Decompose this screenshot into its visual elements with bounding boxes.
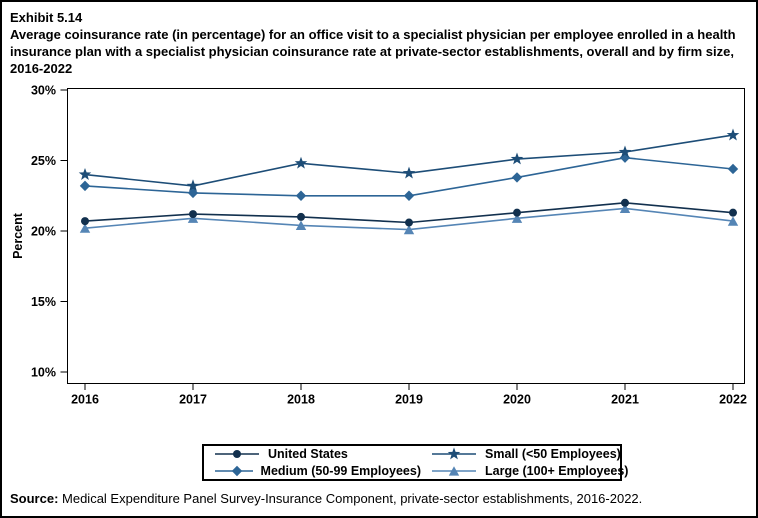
data-point-large-100-employees — [619, 203, 631, 214]
data-point-medium-50-99-employees — [727, 163, 739, 175]
data-point-large-100-employees — [295, 220, 307, 230]
source-text: Medical Expenditure Panel Survey-Insuran… — [58, 491, 643, 506]
circle-marker-icon — [215, 450, 259, 458]
data-point-small-50-employees — [186, 179, 200, 192]
legend-marker — [231, 465, 243, 477]
chart-title: Average coinsurance rate (in percentage)… — [10, 27, 736, 76]
x-tick-label: 2021 — [611, 393, 639, 407]
chart-title-block: Exhibit 5.14 Average coinsurance rate (i… — [10, 9, 750, 77]
y-tick-label: 30% — [31, 84, 56, 98]
data-point-small-50-employees — [510, 152, 524, 165]
exhibit-number: Exhibit 5.14 — [10, 10, 83, 25]
y-tick-label: 15% — [31, 295, 56, 309]
star-marker-icon — [432, 447, 476, 460]
data-point-small-50-employees — [78, 168, 92, 180]
data-point-medium-50-99-employees — [79, 180, 91, 192]
x-tick-label: 2016 — [71, 393, 99, 407]
legend-item-medium: Medium (50-99 Employees) — [204, 463, 421, 479]
data-point-small-50-employees — [294, 156, 308, 169]
x-tick-label: 2017 — [179, 393, 207, 407]
series-line-medium-50-99-employees — [84, 156, 734, 197]
data-point-medium-50-99-employees — [187, 187, 199, 199]
data-point-united-states — [513, 208, 521, 217]
x-tick-label: 2022 — [719, 393, 747, 407]
legend-marker — [233, 450, 241, 458]
data-point-united-states — [189, 210, 197, 219]
y-tick-label: 25% — [31, 154, 56, 168]
data-point-large-100-employees — [403, 224, 415, 235]
y-tick-label: 20% — [31, 225, 56, 239]
x-tick-label: 2020 — [503, 393, 531, 407]
data-point-united-states — [729, 208, 737, 217]
data-point-medium-50-99-employees — [403, 190, 415, 201]
legend-item-large: Large (100+ Employees) — [421, 463, 628, 479]
data-point-medium-50-99-employees — [511, 172, 523, 183]
legend-label: United States — [268, 447, 348, 461]
data-point-united-states — [297, 212, 305, 221]
legend-label: Large (100+ Employees) — [485, 464, 629, 478]
legend-marker — [448, 466, 460, 476]
data-point-small-50-employees — [726, 128, 740, 141]
diamond-marker-icon — [215, 465, 253, 477]
legend-label: Small (<50 Employees) — [485, 447, 621, 461]
y-tick-label: 10% — [31, 366, 56, 380]
plot-border — [67, 88, 745, 384]
data-point-large-100-employees — [511, 213, 523, 223]
legend-label: Medium (50-99 Employees) — [260, 464, 421, 478]
data-point-medium-50-99-employees — [295, 190, 307, 201]
data-point-united-states — [405, 218, 413, 227]
legend-marker — [447, 447, 461, 460]
data-point-small-50-employees — [402, 166, 416, 179]
legend: United States Small (<50 Employees) Medi… — [202, 444, 628, 481]
legend-item-united-states: United States — [204, 446, 421, 462]
data-point-large-100-employees — [727, 216, 739, 226]
data-point-united-states — [621, 198, 629, 207]
line-chart: 10% 15% 20% 25% 30% Percent 2016 2017 2018 2019 20… — [11, 84, 747, 407]
series-line-small-50-employees — [84, 134, 734, 187]
data-point-large-100-employees — [187, 213, 199, 223]
x-tick-label: 2019 — [395, 393, 423, 407]
data-point-large-100-employees — [79, 223, 91, 233]
data-point-united-states — [81, 217, 89, 226]
source-label: Source: — [10, 491, 59, 506]
x-tick-label: 2018 — [287, 393, 315, 407]
legend-item-small: Small (<50 Employees) — [421, 446, 628, 462]
data-point-small-50-employees — [618, 145, 632, 158]
y-axis-label: Percent — [11, 212, 25, 259]
triangle-marker-icon — [432, 466, 476, 476]
source-note: Source: Medical Expenditure Panel Survey… — [10, 491, 642, 506]
